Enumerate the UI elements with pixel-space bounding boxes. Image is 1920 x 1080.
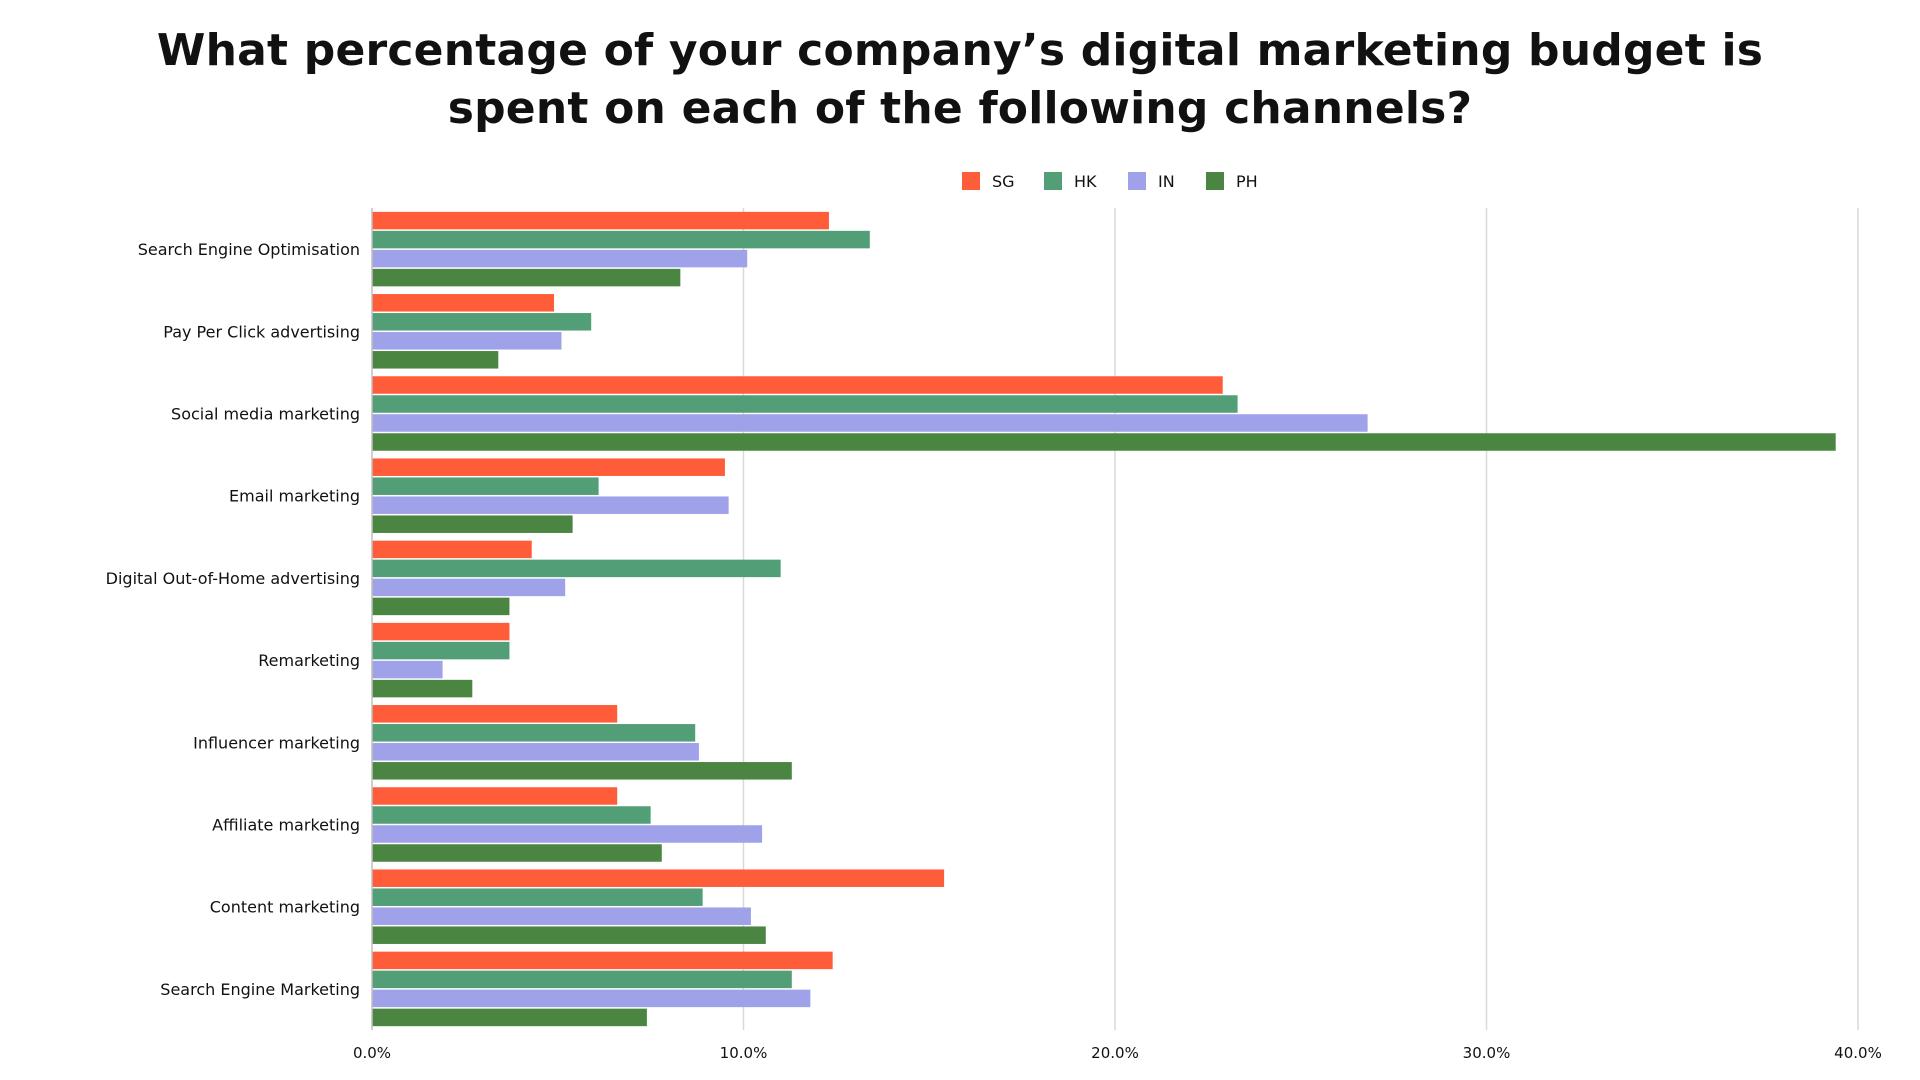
category-label: Search Engine Marketing (160, 980, 360, 999)
bar-sg (372, 294, 555, 312)
legend-swatch-hk (1044, 172, 1062, 190)
bar-hk (372, 806, 651, 824)
bar-ph (372, 679, 473, 698)
bar-ph (372, 926, 766, 944)
bar-hk (372, 888, 703, 906)
bar-sg (372, 458, 725, 476)
bar-sg (372, 951, 833, 970)
legend-label-sg: SG (992, 172, 1015, 191)
bar-in (372, 825, 763, 843)
bar-hk (372, 477, 599, 495)
legend-label-in: IN (1158, 172, 1175, 191)
bar-hk (372, 395, 1238, 413)
bar-sg (372, 211, 829, 230)
bar-sg (372, 705, 618, 723)
bar-in (372, 496, 729, 514)
bar-hk (372, 724, 696, 742)
bar-in (372, 989, 811, 1008)
category-label: Search Engine Optimisation (138, 240, 360, 259)
category-label: Pay Per Click advertising (163, 322, 360, 341)
bar-hk (372, 970, 792, 989)
bar-sg (372, 787, 618, 805)
category-label: Content marketing (210, 898, 360, 917)
category-label: Remarketing (258, 651, 360, 670)
bar-sg (372, 869, 945, 887)
bar-in (372, 907, 751, 925)
bar-ph (372, 268, 681, 287)
x-tick-label: 40.0% (1834, 1044, 1882, 1062)
x-tick-label: 20.0% (1091, 1044, 1139, 1062)
x-tick-label: 30.0% (1463, 1044, 1511, 1062)
category-label: Email marketing (229, 487, 360, 506)
bar-in (372, 414, 1368, 432)
legend-label-ph: PH (1236, 172, 1258, 191)
bar-hk (372, 313, 592, 331)
legend-label-hk: HK (1074, 172, 1097, 191)
chart-title-line-1: What percentage of your company’s digita… (156, 25, 1764, 76)
category-label: Influencer marketing (193, 733, 360, 752)
legend-swatch-ph (1206, 172, 1224, 190)
x-tick-label: 0.0% (353, 1044, 391, 1062)
bar-in (372, 249, 748, 268)
chart-title: What percentage of your company’s digita… (0, 22, 1920, 138)
bar-ph (372, 762, 792, 780)
bar-ph (372, 433, 1836, 451)
category-label: Digital Out-of-Home advertising (106, 569, 360, 588)
legend-swatch-in (1128, 172, 1146, 190)
bar-in (372, 578, 566, 597)
bar-in (372, 332, 562, 350)
bar-in (372, 743, 699, 761)
bar-ph (372, 1008, 647, 1027)
bar-sg (372, 622, 510, 641)
chart-title-line-2: spent on each of the following channels? (447, 83, 1473, 134)
bar-in (372, 660, 443, 679)
bar-sg (372, 540, 532, 559)
bar-ph (372, 351, 499, 369)
bar-ph (372, 515, 573, 533)
bar-sg (372, 376, 1223, 394)
legend-swatch-sg (962, 172, 980, 190)
bar-hk (372, 641, 510, 660)
bar-ph (372, 844, 662, 862)
x-tick-label: 10.0% (720, 1044, 768, 1062)
bar-hk (372, 559, 781, 578)
bar-hk (372, 230, 870, 249)
category-label: Affiliate marketing (212, 816, 360, 835)
bar-ph (372, 597, 510, 616)
category-label: Social media marketing (171, 405, 360, 424)
